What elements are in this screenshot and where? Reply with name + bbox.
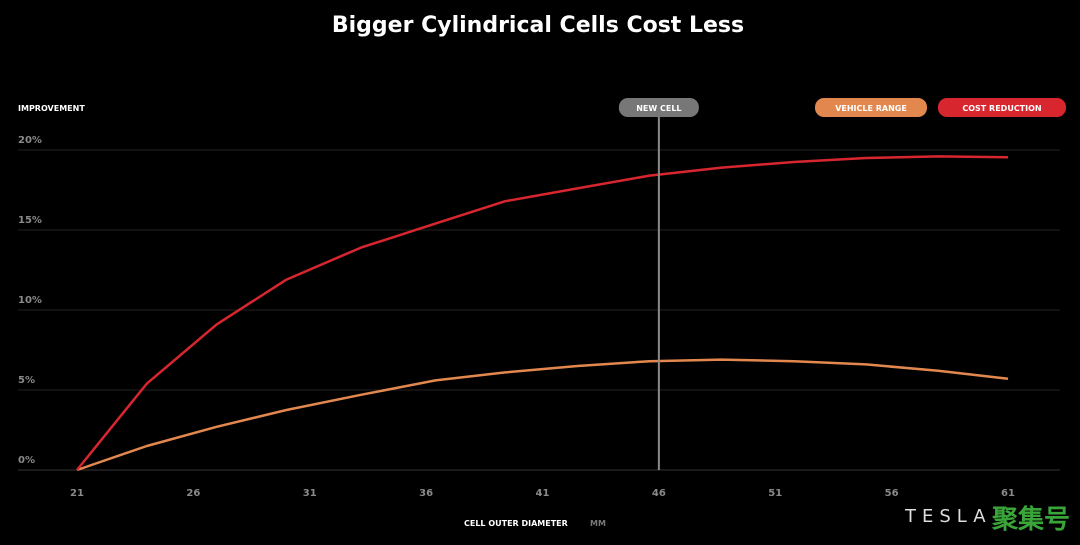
x-axis-unit: MM [590,519,606,528]
new-cell-label: NEW CELL [636,104,681,113]
x-tick-label: 61 [1001,488,1015,499]
series-line-cost-reduction [76,155,1009,471]
legend-label: VEHICLE RANGE [835,104,907,113]
legend-label: COST REDUCTION [962,104,1041,113]
y-tick-label: 0% [18,455,35,466]
watermark: 聚集号 [991,504,1070,535]
x-tick-label: 31 [303,488,317,499]
x-axis-label: CELL OUTER DIAMETER [464,519,568,528]
new-cell-badge [618,98,699,117]
tesla-logo: TESLA [904,506,992,527]
x-tick-label: 56 [885,488,899,499]
y-tick-label: 15% [18,215,42,226]
series-line-vehicle-range [76,358,1009,472]
x-tick-label: 21 [70,488,84,499]
y-tick-label: 5% [18,375,35,386]
chart-title: Bigger Cylindrical Cells Cost Less [332,13,744,38]
x-tick-label: 46 [652,488,666,499]
y-axis-label: IMPROVEMENT [18,104,85,113]
x-tick-label: 41 [536,488,550,499]
x-tick-label: 26 [186,488,200,499]
x-tick-label: 36 [419,488,433,499]
legend-item [938,98,1066,117]
x-tick-label: 51 [768,488,782,499]
y-tick-label: 20% [18,135,42,146]
y-tick-label: 10% [18,295,42,306]
legend-item [815,98,927,117]
